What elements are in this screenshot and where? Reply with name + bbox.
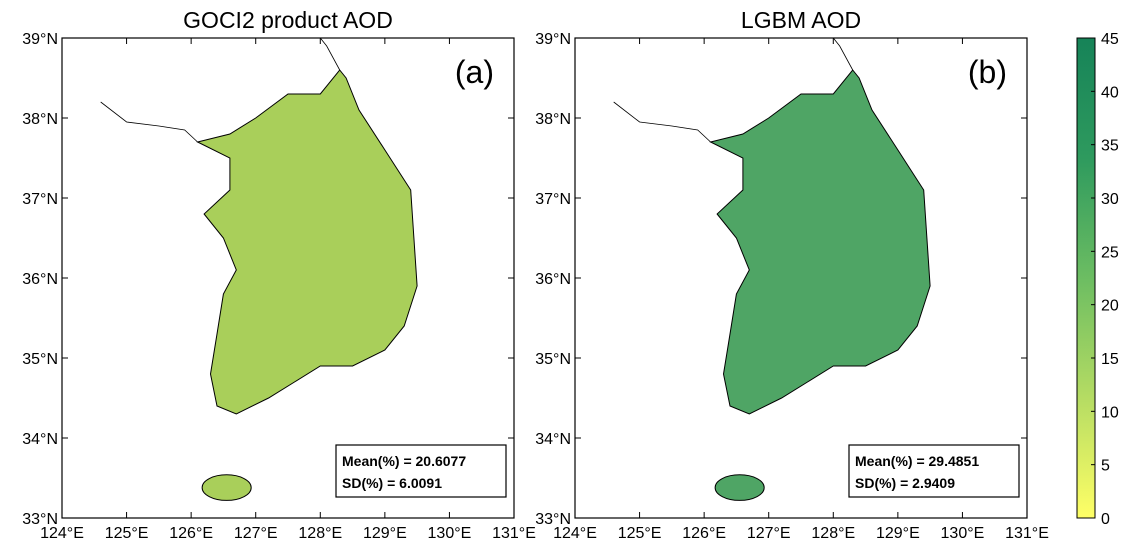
stats-text: SD(%) = 6.0091 [342,475,442,491]
panel-title: GOCI2 product AOD [183,7,393,33]
x-tick-label: 131°E [1005,525,1049,542]
y-tick-label: 38°N [22,111,58,128]
coastline [832,37,854,71]
y-tick-label: 38°N [535,111,571,128]
x-tick-label: 128°E [298,525,342,542]
y-tick-label: 33°N [535,511,571,528]
y-tick-label: 33°N [22,511,58,528]
x-tick-label: 124°E [40,525,84,542]
y-tick-label: 36°N [535,271,571,288]
land-region [709,69,931,415]
stats-text: SD(%) = 2.9409 [855,475,955,491]
panel-label: (a) [455,54,494,90]
x-tick-label: 128°E [811,525,855,542]
colorbar [1076,37,1096,519]
y-tick-label: 37°N [22,191,58,208]
colorbar-tick-label: 0 [1101,511,1110,528]
y-tick-label: 37°N [535,191,571,208]
y-tick-label: 34°N [535,431,571,448]
x-tick-label: 130°E [941,525,985,542]
stats-text: Mean(%) = 20.6077 [342,453,466,469]
stats-box [848,444,1020,498]
stats-box [335,444,507,498]
x-tick-label: 127°E [747,525,791,542]
colorbar-tick-label: 25 [1101,244,1119,261]
y-tick-label: 34°N [22,431,58,448]
y-tick-label: 36°N [22,271,58,288]
y-tick-label: 39°N [535,31,571,48]
y-tick-label: 35°N [535,351,571,368]
coastline [613,101,711,143]
island [714,474,765,501]
stats-text: Mean(%) = 29.4851 [855,453,979,469]
map-panel: GOCI2 product AOD (a) Mean(%) = 20.6077 SD(… [22,7,536,542]
x-tick-label: 125°E [618,525,662,542]
x-tick-label: 125°E [105,525,149,542]
x-tick-label: 129°E [363,525,407,542]
y-tick-label: 39°N [22,31,58,48]
colorbar-tick-label: 40 [1101,84,1119,101]
colorbar-tick-label: 15 [1101,351,1119,368]
colorbar-tick-label: 20 [1101,298,1119,315]
land-region [196,69,418,415]
colorbar-tick-label: 30 [1101,191,1119,208]
island [201,474,252,501]
colorbar-tick-label: 35 [1101,138,1119,155]
panel-label: (b) [968,54,1007,90]
panel-title: LGBM AOD [741,7,861,33]
coastline [319,37,341,71]
colorbar-tick-label: 10 [1101,404,1119,421]
x-tick-label: 131°E [492,525,536,542]
x-tick-label: 126°E [169,525,213,542]
colorbar-tick-label: 5 [1101,458,1110,475]
map-panel: LGBM AOD (b) Mean(%) = 29.4851 SD(%) = 2.94… [535,7,1049,542]
x-tick-label: 130°E [428,525,472,542]
colorbar-tick-label: 45 [1101,31,1119,48]
coastline [100,101,198,143]
x-tick-label: 124°E [553,525,597,542]
x-tick-label: 127°E [234,525,278,542]
x-tick-label: 126°E [682,525,726,542]
y-tick-label: 35°N [22,351,58,368]
x-tick-label: 129°E [876,525,920,542]
